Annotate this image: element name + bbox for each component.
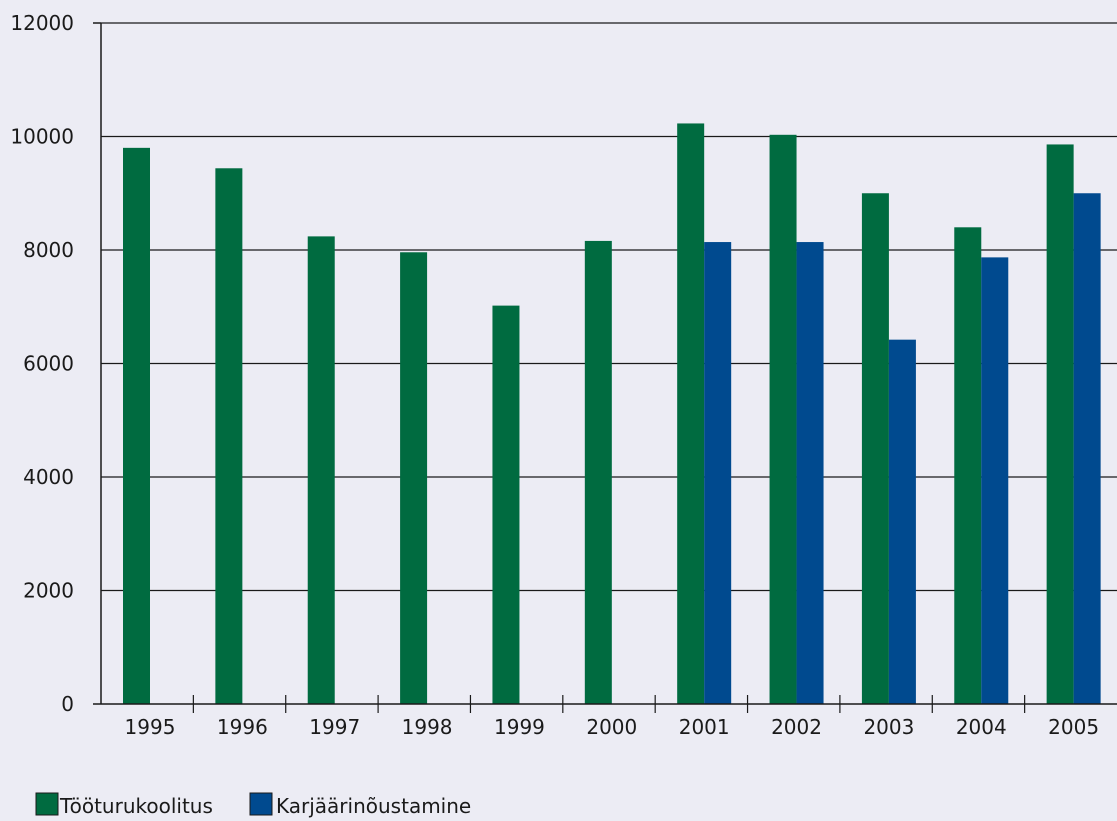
bar-2004-tooturukoolitus <box>954 227 982 705</box>
legend-swatch-karjaarinoustamine <box>249 792 273 816</box>
bar-1995-tooturukoolitus <box>123 147 150 705</box>
bar-2003-karjaarinoustamine <box>888 339 916 704</box>
bar-2003-tooturukoolitus <box>861 193 889 704</box>
bar-2005-tooturukoolitus <box>1046 144 1074 704</box>
legend-swatch-toöturukoolitus <box>35 792 59 816</box>
bar-2005-karjaarinoustamine <box>1073 193 1101 704</box>
bar-1999-tooturukoolitus <box>492 305 520 704</box>
bars <box>123 123 1101 705</box>
x-tick-label: 2005 <box>1048 715 1099 739</box>
bar-1998-tooturukoolitus <box>400 252 428 704</box>
x-tick-label: 2002 <box>771 715 822 739</box>
x-tick-label: 1995 <box>125 715 176 739</box>
x-tick-label: 2001 <box>679 715 730 739</box>
legend-label-karjaarinoustamine: Karjäärinõustamine <box>276 794 471 818</box>
bar-2001-karjaarinoustamine <box>704 242 732 704</box>
bar-2002-tooturukoolitus <box>769 134 797 705</box>
x-tick-label: 2000 <box>586 715 637 739</box>
bar-2000-tooturukoolitus <box>584 240 612 705</box>
bar-2004-karjaarinoustamine <box>981 257 1009 704</box>
y-tick-label: 8000 <box>23 238 74 262</box>
y-tick-label: 0 <box>61 692 74 716</box>
y-tick-label: 6000 <box>23 352 74 376</box>
x-tick-label: 1998 <box>402 715 453 739</box>
x-tick-label: 1999 <box>494 715 545 739</box>
legend: Tööturukoolitus Karjäärinõustamine <box>35 792 471 818</box>
x-tick-label: 2004 <box>956 715 1007 739</box>
x-tick-labels: 1995 1996 1997 1998 1999 2000 2001 2002 2003 2004… <box>93 695 1117 739</box>
y-tick-label: 12000 <box>10 11 74 35</box>
x-tick-label: 1996 <box>217 715 268 739</box>
x-tick-label: 1997 <box>309 715 360 739</box>
x-tick-label: 2003 <box>863 715 914 739</box>
y-tick-label: 10000 <box>10 125 74 149</box>
bar-2002-karjaarinoustamine <box>796 242 824 704</box>
bar-1996-tooturukoolitus <box>215 168 243 704</box>
bar-1997-tooturukoolitus <box>307 236 335 704</box>
legend-label-tooturukoolitus: Tööturukoolitus <box>59 794 213 818</box>
y-tick-labels: 0 2000 4000 6000 8000 10000 12000 <box>10 11 74 716</box>
y-tick-label: 4000 <box>23 465 74 489</box>
y-tick-label: 2000 <box>23 579 74 603</box>
bar-2001-tooturukoolitus <box>677 123 705 704</box>
